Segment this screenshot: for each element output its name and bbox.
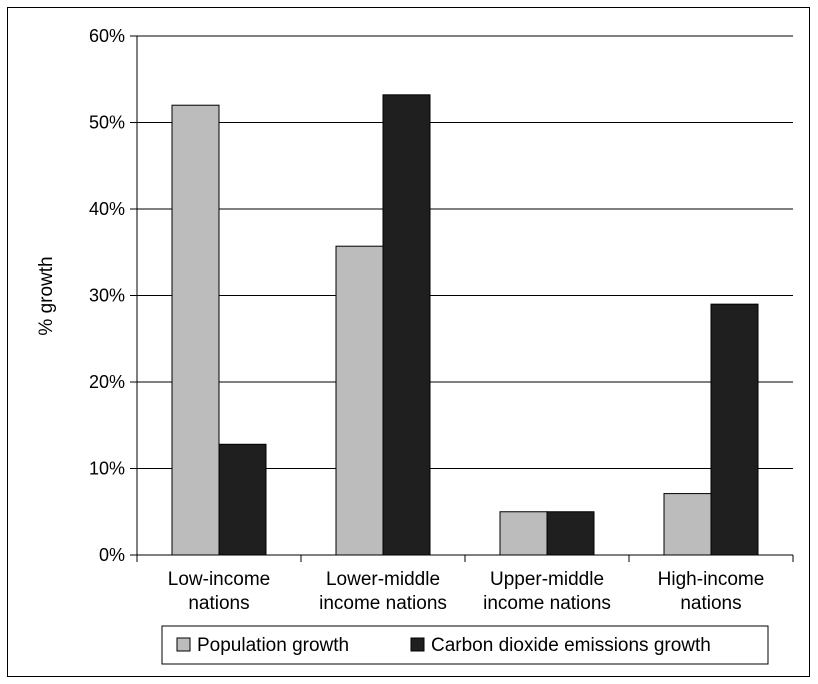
legend-label: Carbon dioxide emissions growth bbox=[431, 635, 711, 656]
bars bbox=[171, 94, 759, 556]
bar-population-1 bbox=[335, 245, 384, 556]
x-category-label: High-income bbox=[658, 569, 765, 590]
y-axis-label: % growth bbox=[36, 256, 57, 335]
x-category-label: Lower-middle bbox=[326, 569, 440, 590]
x-category-label: nations bbox=[188, 593, 249, 614]
y-tick-label: 40% bbox=[89, 199, 125, 219]
y-tick-label: 30% bbox=[89, 286, 125, 306]
bar-co2-2 bbox=[546, 511, 595, 556]
y-tick-label: 0% bbox=[99, 545, 125, 565]
legend-label: Population growth bbox=[197, 635, 349, 656]
y-tick-label: 10% bbox=[89, 459, 125, 479]
x-category-label: income nations bbox=[319, 593, 447, 614]
bar-co2-0 bbox=[218, 443, 267, 556]
legend-swatch bbox=[410, 637, 425, 652]
bar-co2-1 bbox=[382, 94, 431, 556]
legend: Population growth Carbon dioxide emission… bbox=[161, 625, 769, 665]
bar-population-0 bbox=[171, 104, 220, 556]
y-tick-label: 20% bbox=[89, 372, 125, 392]
bar-population-2 bbox=[499, 511, 548, 556]
x-category-label: income nations bbox=[483, 593, 611, 614]
legend-swatch bbox=[176, 637, 191, 652]
x-category-label: nations bbox=[680, 593, 741, 614]
chart-frame bbox=[7, 7, 810, 677]
y-tick-label: 50% bbox=[89, 113, 125, 133]
y-tick-labels: 0% 10% 20% 30% 40% 50% 60% bbox=[89, 26, 137, 565]
legend-box bbox=[161, 625, 769, 665]
bar-population-3 bbox=[663, 493, 712, 556]
x-category-labels: Low-income nations Lower-middle income nati… bbox=[168, 569, 765, 614]
y-tick-label: 60% bbox=[89, 26, 125, 46]
bar-co2-3 bbox=[710, 303, 759, 556]
gridlines bbox=[137, 35, 793, 469]
x-category-label: Low-income bbox=[168, 569, 270, 590]
x-category-label: Upper-middle bbox=[490, 569, 604, 590]
